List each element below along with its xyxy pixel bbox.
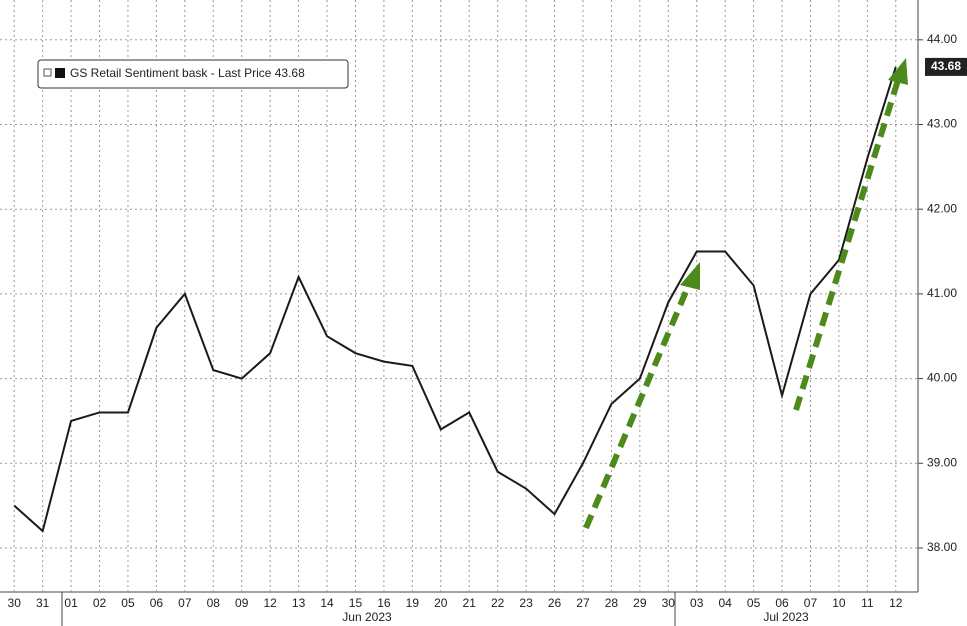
x-tick-label: 12 [263,596,277,610]
x-tick-label: 14 [320,596,334,610]
x-tick-label: 27 [576,596,590,610]
x-tick-label: 02 [93,596,107,610]
x-tick-label: 11 [861,596,874,610]
y-tick-label: 44.00 [927,32,957,46]
x-tick-label: 30 [8,596,22,610]
trend-arrows [583,79,901,530]
x-tick-label: 16 [377,596,391,610]
legend-box [37,59,349,89]
x-tick-label: 06 [150,596,164,610]
x-tick-label: 04 [718,596,732,610]
x-tick-label: 09 [235,596,249,610]
x-tick-label: 03 [690,596,704,610]
y-tick-label: 42.00 [927,201,957,215]
x-tick-label: 19 [406,596,420,610]
y-tick-label: 39.00 [927,455,957,469]
y-tick-label: 43.00 [927,117,957,131]
x-tick-label: 31 [36,596,50,610]
last-price-box [925,57,967,76]
month-label: Jun 2023 [342,610,392,624]
x-tick-label: 01 [64,596,78,610]
x-tick-label: 28 [605,596,619,610]
x-tick-label: 07 [178,596,192,610]
x-tick-label: 10 [832,596,846,610]
x-tick-label: 07 [804,596,818,610]
x-tick-label: 08 [207,596,221,610]
x-tick-label: 26 [548,596,562,610]
arrow-shaft [583,280,693,530]
x-tick-label: 30 [662,596,676,610]
y-tick-label: 41.00 [927,286,957,300]
x-tick-label: 13 [292,596,306,610]
x-tick-label: 29 [633,596,647,610]
legend-swatch [55,68,65,78]
x-tick-label: 15 [349,596,363,610]
legend-label: GS Retail Sentiment bask - Last Price 43… [70,66,305,80]
x-tick-label: 06 [775,596,789,610]
y-tick-label: 38.00 [927,540,957,554]
x-tick-label: 05 [747,596,761,610]
y-tick-label: 40.00 [927,371,957,385]
x-tick-label: 20 [434,596,448,610]
price-line [13,66,897,533]
last-price-label: 43.68 [931,59,961,73]
x-tick-label: 12 [889,596,903,610]
month-label: Jul 2023 [763,610,809,624]
arrow-head [888,58,908,85]
x-tick-label: 22 [491,596,505,610]
legend-toggle [43,68,52,77]
arrow-shaft [793,79,901,411]
x-tick-label: 21 [463,596,477,610]
plot [13,66,897,533]
arrow-head [680,262,700,290]
x-tick-label: 23 [519,596,533,610]
x-tick-label: 05 [121,596,135,610]
